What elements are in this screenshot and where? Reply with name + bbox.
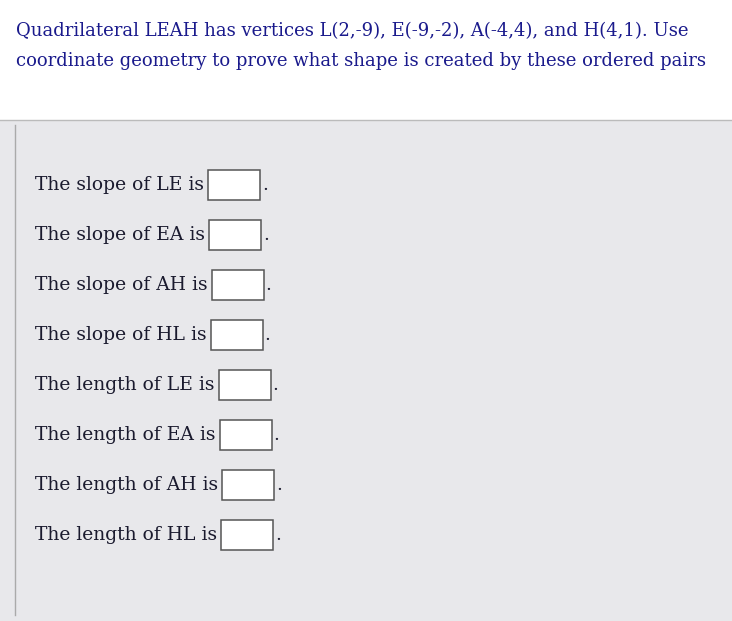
Text: The slope of AH is: The slope of AH is (35, 276, 208, 294)
Text: Quadrilateral LEAH has vertices L(2,-9), E(-9,-2), A(-4,4), and H(4,1). Use: Quadrilateral LEAH has vertices L(2,-9),… (16, 22, 689, 40)
Text: The length of EA is: The length of EA is (35, 426, 215, 444)
Text: The slope of LE is: The slope of LE is (35, 176, 204, 194)
FancyBboxPatch shape (221, 520, 273, 550)
FancyBboxPatch shape (0, 120, 732, 621)
Text: The length of LE is: The length of LE is (35, 376, 214, 394)
Text: The slope of EA is: The slope of EA is (35, 226, 205, 244)
Text: .: . (266, 276, 272, 294)
Text: The length of AH is: The length of AH is (35, 476, 218, 494)
FancyBboxPatch shape (218, 370, 271, 400)
Text: .: . (263, 226, 269, 244)
Text: .: . (276, 476, 282, 494)
Text: .: . (262, 176, 268, 194)
Text: .: . (275, 526, 281, 544)
FancyBboxPatch shape (211, 320, 263, 350)
FancyBboxPatch shape (220, 420, 272, 450)
FancyBboxPatch shape (212, 270, 264, 300)
Text: The length of HL is: The length of HL is (35, 526, 217, 544)
Text: .: . (272, 376, 278, 394)
Text: .: . (274, 426, 280, 444)
Text: .: . (265, 326, 271, 344)
FancyBboxPatch shape (208, 170, 260, 200)
FancyBboxPatch shape (0, 0, 732, 120)
Text: The slope of HL is: The slope of HL is (35, 326, 206, 344)
FancyBboxPatch shape (209, 220, 261, 250)
FancyBboxPatch shape (222, 470, 274, 500)
Text: coordinate geometry to prove what shape is created by these ordered pairs: coordinate geometry to prove what shape … (16, 52, 706, 70)
